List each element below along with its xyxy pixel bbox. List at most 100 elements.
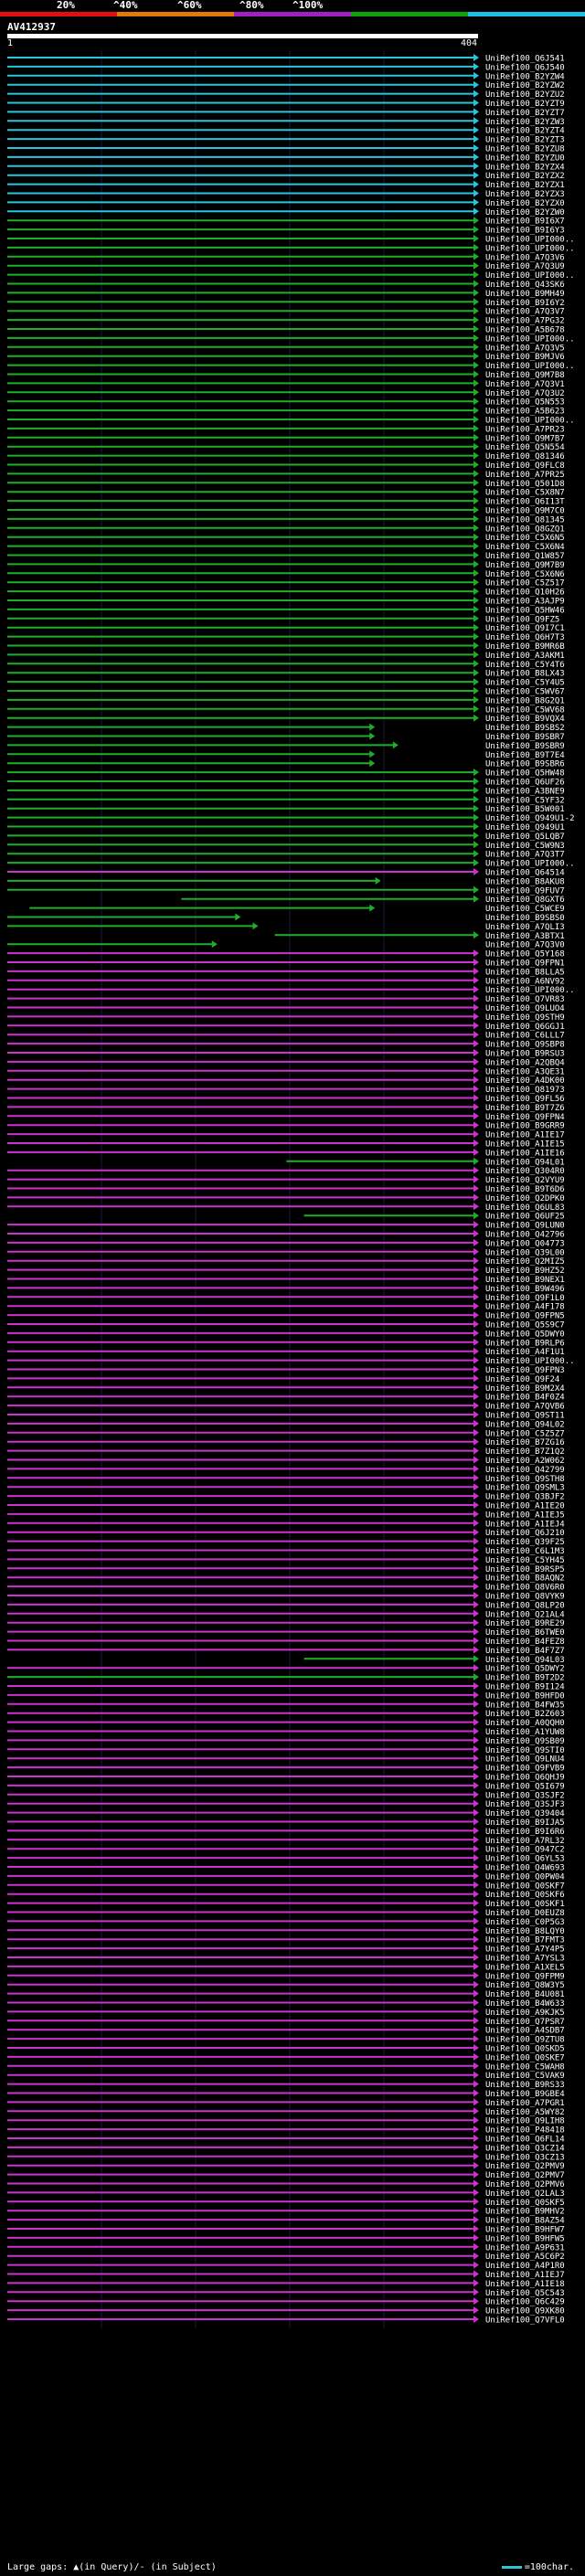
hit-label[interactable]: UniRef100_B8LX43 [485, 670, 565, 679]
hit-label[interactable]: UniRef100_B9HFW7 [485, 2226, 565, 2235]
hit-label[interactable]: UniRef100_B2YZT4 [485, 127, 565, 136]
hit-label[interactable]: UniRef100_Q0SKF7 [485, 1882, 565, 1891]
hit-label[interactable]: UniRef100_C0P5G3 [485, 1918, 565, 1927]
hit-label[interactable]: UniRef100_B9HFW5 [485, 2234, 565, 2243]
hit-label[interactable]: UniRef100_C6LLL7 [485, 1032, 565, 1041]
hit-label[interactable]: UniRef100_A3QE31 [485, 1067, 565, 1076]
hit-label[interactable]: UniRef100_B2YZW3 [485, 118, 565, 127]
hit-label[interactable]: UniRef100_Q43SK6 [485, 281, 565, 290]
hit-label[interactable]: UniRef100_UPI000.. [485, 244, 575, 253]
hit-label[interactable]: UniRef100_Q5DWY2 [485, 1665, 565, 1674]
hit-label[interactable]: UniRef100_Q6H7T3 [485, 633, 565, 642]
hit-label[interactable]: UniRef100_C5VAK9 [485, 2072, 565, 2081]
hit-label[interactable]: UniRef100_UPI000.. [485, 860, 575, 869]
hit-label[interactable]: UniRef100_A7YSL3 [485, 1955, 565, 1964]
hit-label[interactable]: UniRef100_Q5I679 [485, 1782, 565, 1791]
hit-label[interactable]: UniRef100_Q5S9C7 [485, 1321, 565, 1330]
hit-label[interactable]: UniRef100_C6L1M3 [485, 1547, 565, 1556]
hit-label[interactable]: UniRef100_Q1W857 [485, 552, 565, 561]
hit-label[interactable]: UniRef100_B2YZU0 [485, 154, 565, 163]
hit-label[interactable]: UniRef100_A7PG32 [485, 317, 565, 326]
hit-label[interactable]: UniRef100_P48418 [485, 2126, 565, 2136]
hit-label[interactable]: UniRef100_B4FW35 [485, 1701, 565, 1710]
hit-label[interactable]: UniRef100_B8AKU8 [485, 877, 565, 886]
hit-label[interactable]: UniRef100_Q2DPK0 [485, 1194, 565, 1203]
hit-label[interactable]: UniRef100_C5Z5Z7 [485, 1429, 565, 1438]
hit-label[interactable]: UniRef100_UPI000.. [485, 362, 575, 371]
hit-label[interactable]: UniRef100_Q9ZTU8 [485, 2036, 565, 2045]
hit-label[interactable]: UniRef100_Q9FLC8 [485, 461, 565, 471]
hit-label[interactable]: UniRef100_B9W496 [485, 1285, 565, 1294]
hit-label[interactable]: UniRef100_Q9LIH8 [485, 2117, 565, 2126]
hit-label[interactable]: UniRef100_C5Z517 [485, 579, 565, 588]
hit-label[interactable]: UniRef100_Q9SB09 [485, 1737, 565, 1746]
hit-label[interactable]: UniRef100_Q9FZ5 [485, 615, 559, 624]
hit-label[interactable]: UniRef100_A3AKM1 [485, 652, 565, 661]
hit-label[interactable]: UniRef100_A7PR23 [485, 425, 565, 434]
hit-label[interactable]: UniRef100_Q9FPN4 [485, 1113, 565, 1122]
hit-label[interactable]: UniRef100_B7ZG16 [485, 1438, 565, 1447]
hit-label[interactable]: UniRef100_A4F178 [485, 1303, 565, 1312]
hit-label[interactable]: UniRef100_Q10H26 [485, 588, 565, 598]
hit-label[interactable]: UniRef100_A7Q3V5 [485, 344, 565, 353]
hit-label[interactable]: UniRef100_B5W001 [485, 805, 565, 814]
hit-label[interactable]: UniRef100_B9T7E4 [485, 751, 565, 760]
hit-label[interactable]: UniRef100_A7Q3U2 [485, 389, 565, 398]
hit-label[interactable]: UniRef100_B8LLA5 [485, 968, 565, 977]
hit-label[interactable]: UniRef100_Q5HW48 [485, 769, 565, 779]
hit-label[interactable]: UniRef100_B4F0Z4 [485, 1394, 565, 1403]
hit-label[interactable]: UniRef100_B9SBS0 [485, 914, 565, 923]
hit-label[interactable]: UniRef100_Q3CZ13 [485, 2153, 565, 2162]
hit-label[interactable]: UniRef100_Q9FUV7 [485, 886, 565, 896]
hit-label[interactable]: UniRef100_B9RE29 [485, 1619, 565, 1628]
hit-label[interactable]: UniRef100_UPI000.. [485, 236, 575, 245]
hit-label[interactable]: UniRef100_B9T6D6 [485, 1185, 565, 1194]
hit-label[interactable]: UniRef100_Q947C2 [485, 1846, 565, 1855]
hit-label[interactable]: UniRef100_C5W9N3 [485, 842, 565, 851]
hit-label[interactable]: UniRef100_A7Q3T7 [485, 851, 565, 860]
hit-label[interactable]: UniRef100_Q5LQB7 [485, 832, 565, 842]
hit-label[interactable]: UniRef100_B9T7Z6 [485, 1104, 565, 1113]
hit-label[interactable]: UniRef100_Q5N553 [485, 398, 565, 408]
hit-label[interactable]: UniRef100_A3AJP9 [485, 598, 565, 607]
hit-label[interactable]: UniRef100_B9MH49 [485, 290, 565, 299]
hit-label[interactable]: UniRef100_A9P631 [485, 2243, 565, 2253]
hit-label[interactable]: UniRef100_Q501D8 [485, 480, 565, 489]
hit-label[interactable]: UniRef100_A7RL32 [485, 1837, 565, 1846]
hit-label[interactable]: UniRef100_Q3BJF2 [485, 1493, 565, 1502]
hit-label[interactable]: UniRef100_A7Q3V6 [485, 253, 565, 262]
hit-label[interactable]: UniRef100_UPI000.. [485, 417, 575, 426]
hit-label[interactable]: UniRef100_B9SBS2 [485, 724, 565, 733]
hit-label[interactable]: UniRef100_B9SBR9 [485, 742, 565, 751]
hit-label[interactable]: UniRef100_A7QVB6 [485, 1403, 565, 1412]
hit-label[interactable]: UniRef100_A2W062 [485, 1457, 565, 1466]
hit-label[interactable]: UniRef100_C5YF32 [485, 796, 565, 805]
hit-label[interactable]: UniRef100_C5WV67 [485, 688, 565, 697]
hit-label[interactable]: UniRef100_B6TWE0 [485, 1628, 565, 1638]
hit-label[interactable]: UniRef100_D0EUZ8 [485, 1909, 565, 1918]
hit-label[interactable]: UniRef100_Q2PMV7 [485, 2171, 565, 2180]
hit-label[interactable]: UniRef100_B9MJV6 [485, 353, 565, 362]
hit-label[interactable]: UniRef100_A1IE20 [485, 1502, 565, 1511]
hit-label[interactable]: UniRef100_B4W633 [485, 1999, 565, 2009]
hit-label[interactable]: UniRef100_Q9XK80 [485, 2307, 565, 2316]
hit-label[interactable]: UniRef100_Q8LP20 [485, 1601, 565, 1610]
hit-label[interactable]: UniRef100_Q9STH9 [485, 1013, 565, 1023]
hit-label[interactable]: UniRef100_A7Q3V1 [485, 380, 565, 389]
hit-label[interactable]: UniRef100_B9I6X7 [485, 217, 565, 227]
hit-label[interactable]: UniRef100_B2YZX1 [485, 181, 565, 190]
hit-label[interactable]: UniRef100_Q6FL14 [485, 2136, 565, 2145]
hit-label[interactable]: UniRef100_A5B678 [485, 326, 565, 335]
hit-label[interactable]: UniRef100_Q6J541 [485, 55, 565, 64]
hit-label[interactable]: UniRef100_Q9STH8 [485, 1475, 565, 1484]
hit-label[interactable]: UniRef100_C5WCE9 [485, 905, 565, 914]
hit-label[interactable]: UniRef100_Q9SBP8 [485, 1041, 565, 1050]
hit-label[interactable]: UniRef100_B2YZX0 [485, 199, 565, 208]
hit-label[interactable]: UniRef100_Q5DWY0 [485, 1330, 565, 1339]
hit-label[interactable]: UniRef100_Q0SKD5 [485, 2045, 565, 2054]
hit-label[interactable]: UniRef100_A3BTX1 [485, 932, 565, 941]
hit-label[interactable]: UniRef100_B2YZU8 [485, 145, 565, 154]
hit-label[interactable]: UniRef100_B4FEZ8 [485, 1638, 565, 1647]
hit-label[interactable]: UniRef100_B9I6Y3 [485, 227, 565, 236]
hit-label[interactable]: UniRef100_Q3SJF3 [485, 1800, 565, 1809]
